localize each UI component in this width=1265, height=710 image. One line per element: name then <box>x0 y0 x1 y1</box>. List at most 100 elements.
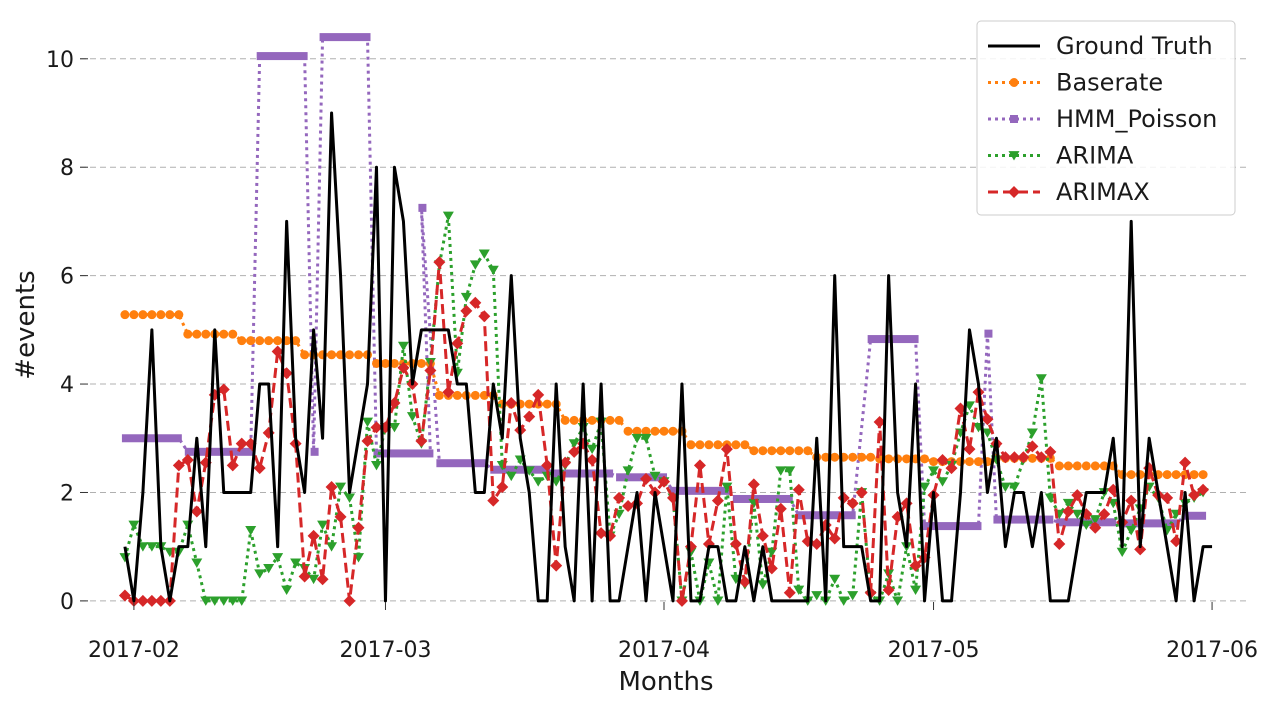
data-point <box>828 532 841 545</box>
legend-entry: Ground Truth <box>988 32 1213 60</box>
data-point <box>174 310 184 320</box>
data-point <box>999 451 1012 464</box>
data-point <box>631 433 643 444</box>
data-point <box>165 310 175 320</box>
data-point <box>300 350 310 360</box>
data-point <box>1171 470 1181 480</box>
data-point <box>1090 461 1100 471</box>
data-point <box>418 203 427 212</box>
data-point <box>434 390 444 400</box>
data-point <box>738 575 751 588</box>
data-point <box>855 486 868 499</box>
data-point <box>380 358 390 368</box>
data-point <box>1182 511 1207 520</box>
data-point <box>830 452 840 462</box>
data-point <box>298 570 311 583</box>
data-point <box>929 457 939 467</box>
x-tick-label: 2017-04 <box>618 638 710 663</box>
data-point <box>793 585 805 596</box>
data-point <box>622 466 634 476</box>
data-point <box>273 336 283 346</box>
data-point <box>354 350 364 360</box>
data-point <box>373 449 434 458</box>
data-point <box>469 296 482 309</box>
data-point <box>1008 451 1021 464</box>
data-point <box>345 350 355 360</box>
data-point <box>1134 543 1147 556</box>
data-point <box>541 459 554 472</box>
data-point <box>550 559 563 572</box>
data-point <box>478 310 491 323</box>
data-point <box>523 410 536 423</box>
data-point <box>821 452 831 462</box>
data-point <box>532 388 545 401</box>
legend-entry: ARIMAX <box>988 178 1150 206</box>
x-tick-label: 2017-03 <box>340 638 432 663</box>
data-point <box>873 416 886 428</box>
data-point <box>192 329 202 339</box>
data-point <box>684 540 697 553</box>
legend-entry: ARIMA <box>988 142 1134 170</box>
data-point <box>460 292 472 303</box>
data-point <box>129 310 139 320</box>
data-point <box>623 426 633 436</box>
data-point <box>569 415 579 425</box>
data-point <box>794 446 804 456</box>
data-point <box>1119 519 1180 528</box>
data-point <box>433 256 446 269</box>
data-point <box>120 310 130 320</box>
data-point <box>795 511 856 520</box>
data-point <box>442 386 455 399</box>
data-point <box>184 447 254 456</box>
data-point <box>884 454 894 464</box>
data-point <box>308 574 320 585</box>
data-point <box>226 459 239 472</box>
data-point <box>732 494 793 503</box>
data-point <box>1071 489 1084 502</box>
data-point <box>1027 453 1037 463</box>
data-point <box>542 399 552 409</box>
data-point <box>595 527 608 540</box>
data-point <box>766 547 778 558</box>
data-point <box>334 510 347 523</box>
data-point <box>658 475 670 488</box>
data-point <box>712 596 724 606</box>
data-point <box>981 413 994 426</box>
data-point <box>1125 526 1137 536</box>
data-point <box>767 446 777 456</box>
data-point <box>254 569 266 579</box>
data-point <box>327 350 337 360</box>
data-point <box>237 336 247 346</box>
legend-label: Baserate <box>1056 69 1163 97</box>
data-point <box>469 260 481 270</box>
data-point <box>765 562 778 575</box>
data-point <box>228 329 238 339</box>
legend-entry: HMM_Poisson <box>988 105 1217 133</box>
data-point <box>264 336 274 346</box>
data-point <box>973 457 983 467</box>
data-point <box>370 421 383 434</box>
data-point <box>201 329 211 339</box>
data-point <box>319 33 371 42</box>
data-point <box>1089 515 1101 525</box>
data-point <box>470 390 480 400</box>
data-point <box>460 304 473 317</box>
data-point <box>622 500 635 513</box>
y-tick-label: 0 <box>60 590 74 615</box>
data-point <box>640 433 652 444</box>
data-point <box>236 596 248 606</box>
data-point <box>154 594 167 607</box>
data-point <box>183 329 193 339</box>
x-tick-label: 2017-05 <box>888 638 980 663</box>
data-point <box>963 443 976 456</box>
data-point <box>792 483 805 496</box>
data-point <box>686 440 696 450</box>
data-point <box>1008 186 1020 198</box>
data-point <box>1054 461 1064 471</box>
data-point <box>361 434 374 447</box>
legend-entries: Ground Truth Baserate HMM_Poisson ARIMA ARIM… <box>988 32 1217 206</box>
data-layer <box>118 33 1213 607</box>
data-point <box>218 596 230 606</box>
legend-label: HMM_Poisson <box>1056 105 1217 133</box>
